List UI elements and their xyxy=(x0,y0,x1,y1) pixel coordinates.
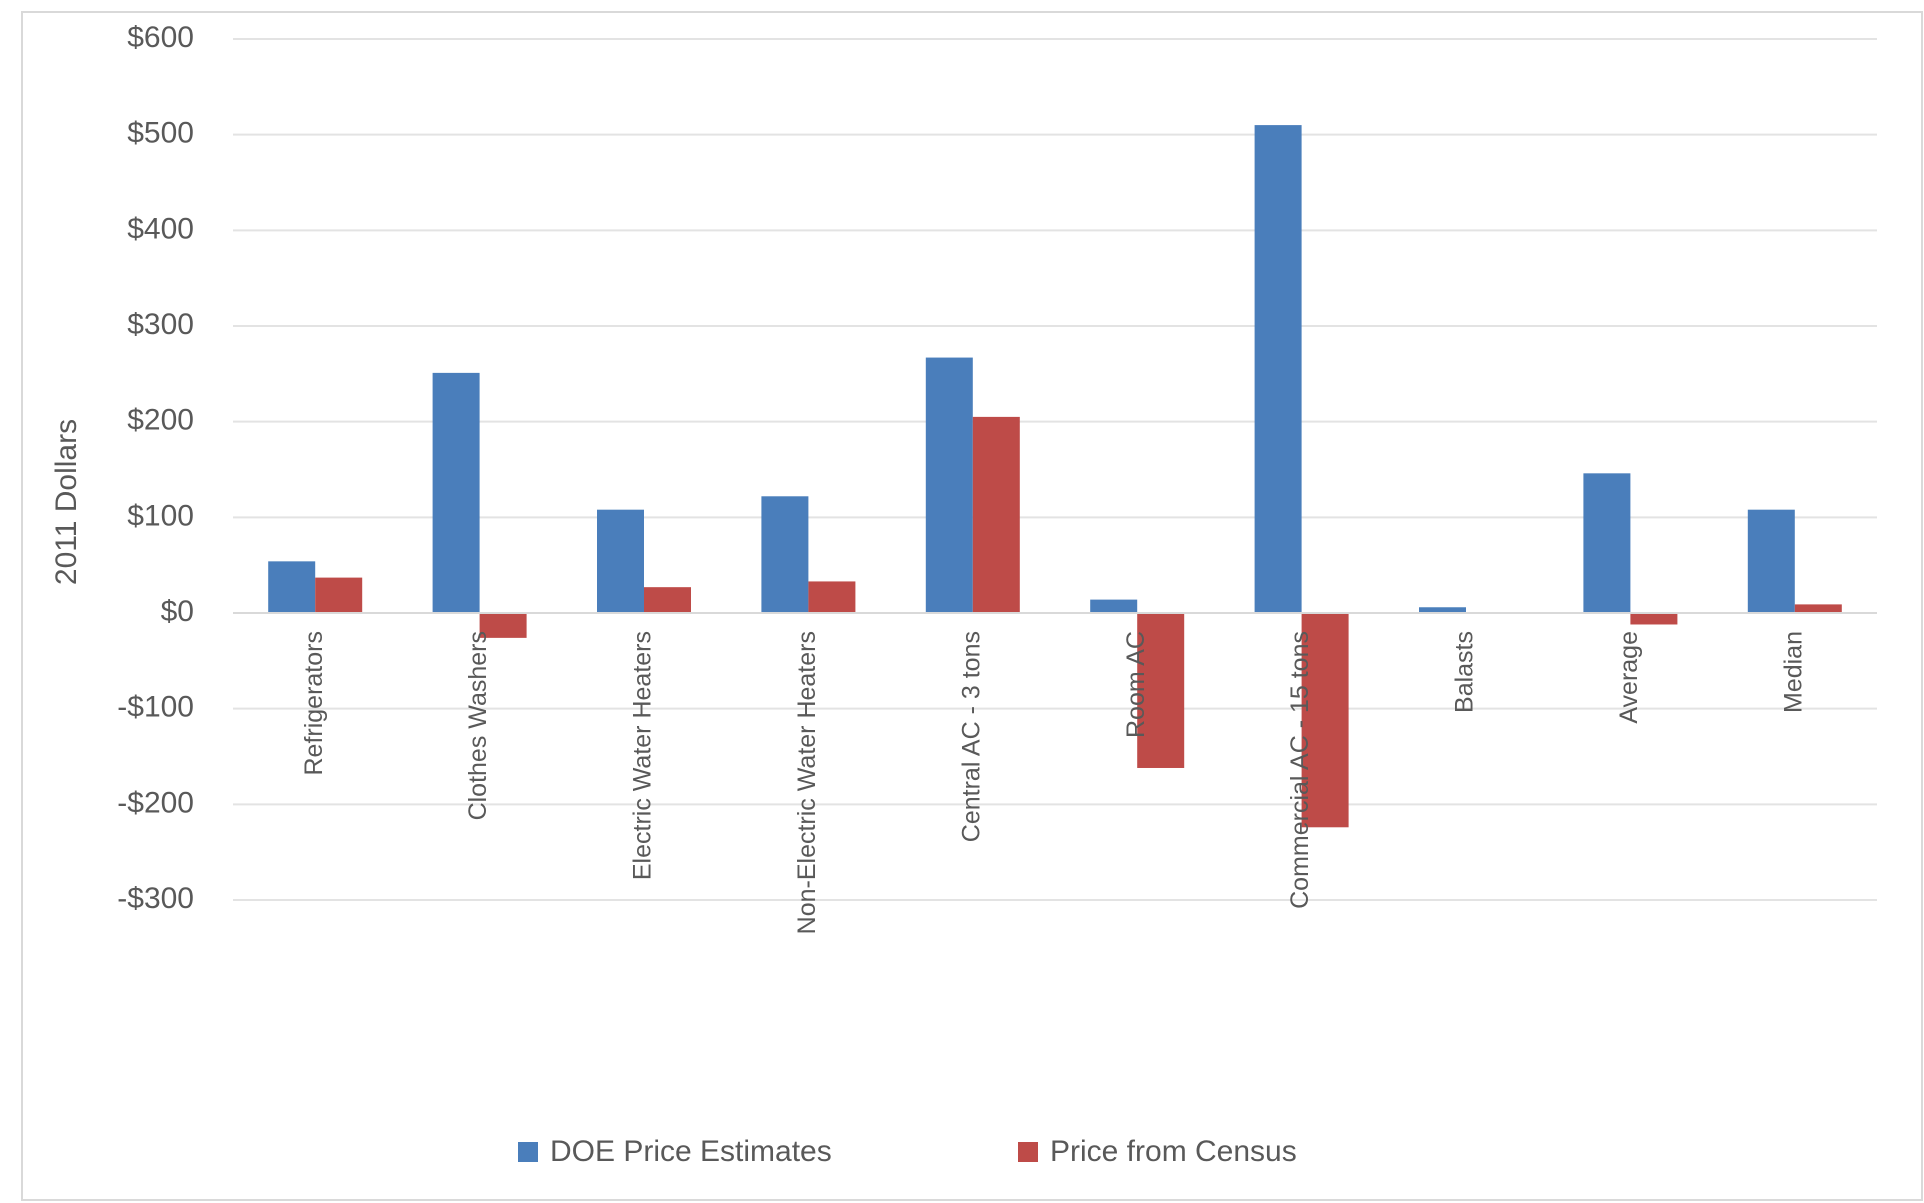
bar xyxy=(972,416,1020,613)
bar xyxy=(1794,604,1842,613)
bar xyxy=(925,357,973,613)
legend-swatch xyxy=(518,1142,538,1162)
y-tick-label: $500 xyxy=(127,117,194,150)
x-tick-label: Average xyxy=(1615,631,1643,724)
bar xyxy=(1301,613,1349,828)
x-tick-label: Room AC xyxy=(1122,631,1150,738)
x-tick-label: Refrigerators xyxy=(300,631,328,776)
y-tick-label: $600 xyxy=(127,21,194,54)
y-tick-label: $300 xyxy=(127,308,194,341)
y-tick-label: -$300 xyxy=(117,882,194,915)
bar xyxy=(808,581,856,613)
bar xyxy=(1583,473,1631,613)
bar xyxy=(1747,509,1795,613)
y-tick-label: -$200 xyxy=(117,786,194,819)
y-tick-label: $0 xyxy=(161,595,194,628)
bar xyxy=(1254,125,1302,613)
legend-label: DOE Price Estimates xyxy=(550,1135,832,1168)
x-tick-label: Electric Water Heaters xyxy=(629,631,657,880)
y-tick-label: $400 xyxy=(127,212,194,245)
y-tick-label: $200 xyxy=(127,404,194,437)
bar xyxy=(1630,613,1678,625)
y-tick-label: $100 xyxy=(127,499,194,532)
bar xyxy=(644,587,691,613)
y-tick-label: -$100 xyxy=(117,691,194,724)
legend-swatch xyxy=(1018,1142,1038,1162)
bar xyxy=(1090,599,1138,613)
bar xyxy=(1137,613,1185,768)
x-tick-label: Clothes Washers xyxy=(464,631,492,820)
bar xyxy=(1419,607,1466,613)
y-axis-title: 2011 Dollars xyxy=(50,419,83,585)
x-tick-label: Median xyxy=(1779,631,1807,713)
bar xyxy=(315,577,363,613)
bar xyxy=(597,509,644,613)
bar xyxy=(432,372,480,613)
x-tick-label: Non-Electric Water Heaters xyxy=(793,631,821,934)
bar xyxy=(479,613,527,638)
bar xyxy=(761,496,809,613)
x-tick-label: Commercial AC - 15 tons xyxy=(1286,631,1314,909)
x-tick-label: Central AC - 3 tons xyxy=(957,631,985,842)
bar xyxy=(268,561,316,613)
x-tick-label: Balasts xyxy=(1451,631,1479,713)
legend-label: Price from Census xyxy=(1050,1135,1297,1168)
